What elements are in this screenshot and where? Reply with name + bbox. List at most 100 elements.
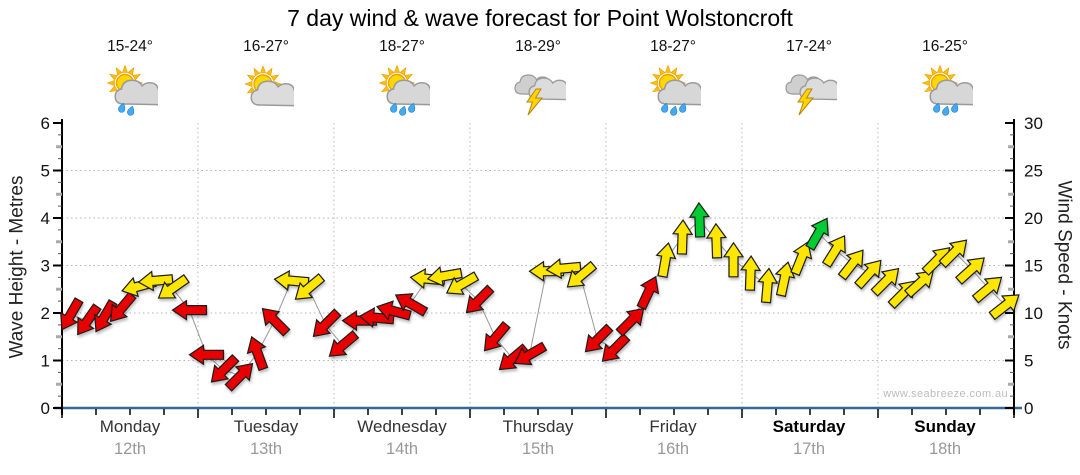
weather-icon-glyph [921,64,982,116]
right-axis-tick-label: 15 [1024,257,1043,276]
weather-icon-glyph [649,64,710,116]
wind-arrow [601,333,631,362]
day-date: 15th [521,440,555,458]
day-header-wednesday: 18-27° [334,38,470,118]
watermark: www.seabreeze.com.au [883,388,1008,400]
wind-arrow [376,300,412,321]
wind-arrow [636,275,660,311]
day-temp: 18-29° [515,38,561,55]
right-axis-tick-label: 20 [1024,209,1043,228]
wind-arrow [109,291,137,323]
wind-arrow [157,274,190,299]
wind-arrow [483,320,511,352]
wind-arrow [312,308,342,338]
right-axis-ticks: 0 5 10 15 20 25 30 [1005,114,1043,418]
page-title: 7 day wind & wave forecast for Point Wol… [287,5,793,31]
day-name: Sunday [914,417,976,436]
wind-arrow [426,265,463,287]
day-date: 14th [385,440,419,458]
day-label-wednesday: Wednesday 14th [334,417,470,459]
day-date: 17th [792,440,826,458]
day-name: Saturday [772,417,846,436]
left-axis-tick-label: 1 [41,352,50,371]
left-axis-tick-label: 6 [41,114,50,133]
wind-arrow [938,239,968,269]
day-label-friday: Friday 16th [605,417,741,459]
day-header-saturday: 17-24° [741,38,877,118]
wind-arrow [294,273,326,300]
wind-arrow [955,257,985,285]
wind-arrow [615,307,645,337]
wind-arrow [261,307,291,337]
wind-arrow [171,299,208,321]
wind-arrow [837,249,864,281]
day-label-monday: Monday 12th [62,417,198,459]
wind-arrow-series [60,201,1020,392]
day-date: 18th [928,440,962,458]
wind-arrow [655,242,677,279]
day-date: 16th [656,440,690,458]
wind-arrow [77,303,102,336]
wind-arrow [688,201,711,238]
wind-arrow [790,241,813,277]
wind-arrow [210,353,240,383]
weather-icon [470,62,606,118]
day-name: Monday [99,417,161,436]
wind-arrow [757,267,779,304]
left-axis-tick-label: 2 [41,304,50,323]
weather-icon [877,62,1013,118]
wind-arrow [988,294,1020,321]
day-temp: 16-25° [922,38,968,55]
left-axis-ticks: 0 1 2 3 4 5 6 [41,114,62,418]
day-header-monday: 15-24° [62,38,198,118]
wind-arrow [465,284,495,314]
day-date: 12th [113,440,147,458]
day-label-thursday: Thursday 15th [470,417,606,459]
wind-arrow [805,217,829,251]
wind-arrow [394,293,429,317]
wind-arrow [971,276,1003,304]
wind-arrow [60,297,84,331]
right-axis-tick-label: 5 [1024,352,1033,371]
day-header-thursday: 18-29° [470,38,606,118]
weather-icon-glyph [106,64,167,116]
weather-icon [334,62,470,118]
wind-arrow [870,267,900,297]
wind-arrow [137,270,174,292]
wind-arrow [722,241,745,278]
left-axis-tick-label: 0 [41,399,50,418]
right-axis-tick-label: 30 [1024,114,1043,133]
right-axis-tick-label: 10 [1024,304,1043,323]
day-label-sunday: Sunday 18th [877,417,1013,459]
day-name: Tuesday [233,417,299,436]
left-axis-tick-label: 5 [41,162,50,181]
weather-icon [605,62,741,118]
weather-icon-glyph [244,65,303,107]
wind-arrow [513,341,548,366]
x-axis-ticks [61,409,1015,418]
day-date: 13th [249,440,283,458]
day-temp: 18-27° [379,38,425,55]
wind-arrow [545,258,582,280]
wind-arrow [224,362,254,392]
day-label-saturday: Saturday 17th [741,417,877,459]
wind-arrow [739,255,762,291]
weather-icon-glyph [785,74,845,116]
wind-arrow [584,323,614,353]
wind-arrow [671,218,694,255]
wind-arrow [445,271,480,295]
day-name: Wednesday [357,417,447,436]
day-name: Thursday [502,417,574,436]
wind-arrow [566,260,598,288]
day-temp: 17-24° [786,38,832,55]
weather-icon [741,62,877,118]
right-axis-tick-label: 0 [1024,399,1033,418]
weather-icon [62,62,198,118]
day-header-friday: 18-27° [605,38,741,118]
day-header-sunday: 16-25° [877,38,1013,118]
wind-arrow [705,222,728,259]
day-header-tuesday: 16-27° [198,38,334,118]
wind-arrow [246,335,269,372]
wind-arrow [853,259,882,290]
